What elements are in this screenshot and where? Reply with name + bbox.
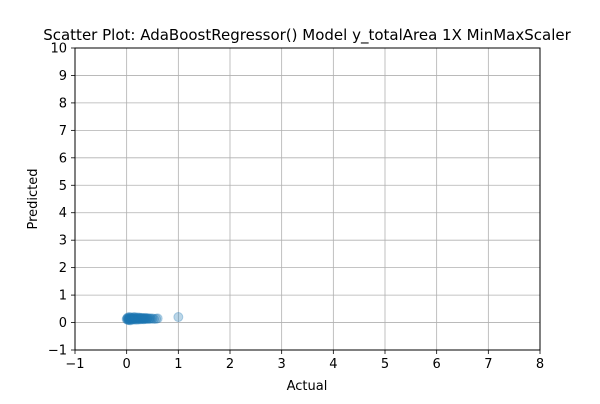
scatter-point xyxy=(141,313,152,324)
scatter-point xyxy=(140,313,151,324)
x-axis-ticks: −1 0 1 2 3 4 5 6 7 8 xyxy=(65,350,544,372)
scatter-point xyxy=(136,312,147,323)
scatter-point xyxy=(129,312,140,323)
y-tick-label: 7 xyxy=(59,124,67,139)
scatter-point xyxy=(135,313,146,324)
scatter-point xyxy=(130,312,141,323)
scatter-point xyxy=(124,313,135,324)
scatter-point xyxy=(133,313,144,324)
scatter-point xyxy=(139,313,150,324)
y-tick-label: 5 xyxy=(59,179,67,194)
y-tick-label: 1 xyxy=(59,289,67,304)
y-tick-label: 3 xyxy=(59,234,67,249)
scatter-point xyxy=(173,312,184,323)
chart-title: Scatter Plot: AdaBoostRegressor() Model … xyxy=(43,26,571,45)
scatter-point xyxy=(139,313,150,324)
scatter-point xyxy=(142,313,153,324)
scatter-point xyxy=(142,313,153,324)
scatter-point xyxy=(125,315,136,326)
scatter-point xyxy=(124,314,135,325)
scatter-point xyxy=(138,313,149,324)
scatter-point xyxy=(125,312,136,323)
scatter-point xyxy=(137,313,148,324)
scatter-point xyxy=(136,314,147,325)
scatter-point xyxy=(131,314,142,325)
scatter-point xyxy=(149,313,160,324)
scatter-point xyxy=(128,312,139,323)
scatter-point xyxy=(125,314,136,325)
y-tick-label: 2 xyxy=(59,261,67,276)
scatter-point xyxy=(123,313,134,324)
scatter-point xyxy=(137,313,148,324)
scatter-point xyxy=(129,313,140,324)
y-tick-label: 10 xyxy=(50,42,67,57)
scatter-point xyxy=(132,312,143,323)
scatter-point xyxy=(127,313,138,324)
scatter-point xyxy=(122,312,133,323)
scatter-point xyxy=(130,313,141,324)
scatter-point xyxy=(145,313,156,324)
y-tick-label: 6 xyxy=(59,151,67,166)
y-tick-label: 4 xyxy=(59,206,67,221)
y-tick-label: 0 xyxy=(59,316,67,331)
y-axis-label: Predicted xyxy=(26,168,41,229)
scatter-point xyxy=(126,314,137,325)
x-axis-label: Actual xyxy=(287,379,328,394)
scatter-point xyxy=(152,313,163,324)
x-tick-label: 3 xyxy=(278,357,286,372)
x-tick-label: −1 xyxy=(65,357,84,372)
scatter-point xyxy=(123,315,134,326)
scatter-point xyxy=(132,313,142,324)
scatter-point xyxy=(123,313,134,324)
x-tick-label: 2 xyxy=(226,357,234,372)
scatter-point xyxy=(133,313,144,324)
y-axis-ticks: −1 0 1 2 3 4 5 6 7 8 9 10 xyxy=(48,42,75,359)
x-tick-label: 1 xyxy=(174,357,182,372)
plot-frame xyxy=(74,47,541,351)
scatter-point xyxy=(122,314,133,325)
points-layer xyxy=(121,312,184,326)
y-tick-label: 9 xyxy=(59,69,67,84)
y-tick-label: 8 xyxy=(59,96,67,111)
x-tick-label: 8 xyxy=(536,357,544,372)
scatter-point xyxy=(138,314,149,325)
scatter-point xyxy=(122,313,133,324)
x-tick-label: 4 xyxy=(329,357,337,372)
scatter-point xyxy=(129,314,140,325)
x-tick-label: 0 xyxy=(123,357,131,372)
scatter-point xyxy=(144,313,155,324)
scatter-point xyxy=(134,314,145,325)
scatter-point xyxy=(140,312,151,323)
scatter-point xyxy=(151,313,162,324)
y-tick-label: −1 xyxy=(48,344,67,359)
scatter-point xyxy=(126,313,137,324)
scatter-point xyxy=(126,312,137,323)
scatter-point xyxy=(147,313,158,324)
scatter-point xyxy=(135,313,146,324)
scatter-point xyxy=(127,313,138,324)
scatter-point xyxy=(134,312,145,323)
x-tick-label: 7 xyxy=(484,357,492,372)
scatter-point xyxy=(124,312,135,323)
x-tick-label: 6 xyxy=(433,357,441,372)
scatter-point xyxy=(121,314,132,325)
scatter-point xyxy=(143,313,154,324)
scatter-point xyxy=(128,314,139,325)
grid-layer xyxy=(74,47,541,351)
x-tick-label: 5 xyxy=(381,357,389,372)
